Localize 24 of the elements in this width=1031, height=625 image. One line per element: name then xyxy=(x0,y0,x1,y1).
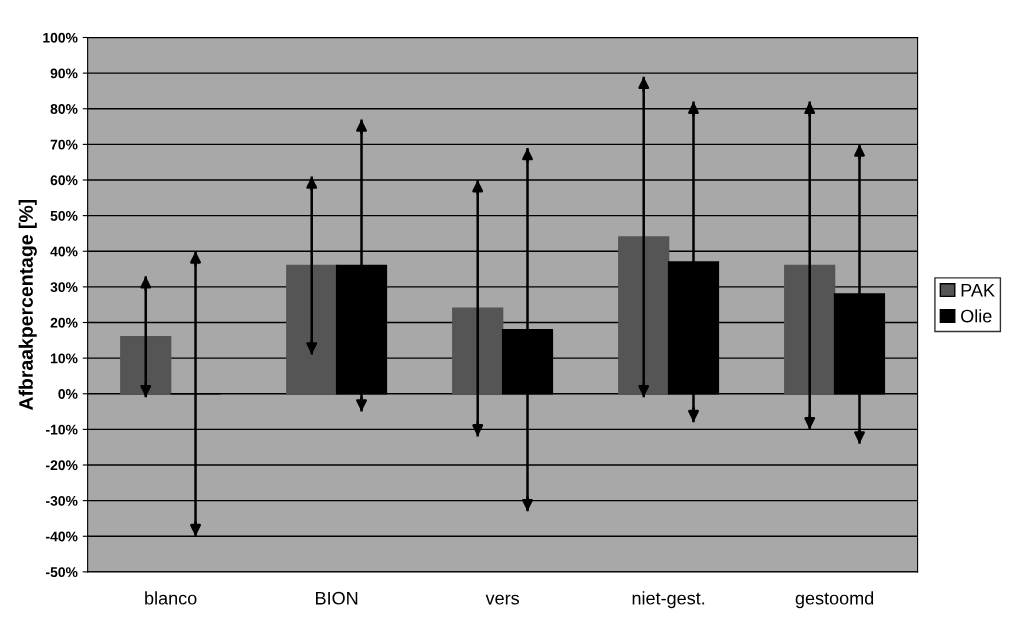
y-tick-label: -10% xyxy=(46,424,78,435)
y-tick-label: 100% xyxy=(43,32,78,43)
y-tick-label: 40% xyxy=(50,246,78,257)
x-tick-label: BION xyxy=(316,591,358,605)
y-tick-label: 90% xyxy=(50,68,78,79)
y-tick-label: 0% xyxy=(58,389,78,399)
y-tick-label: 80% xyxy=(50,104,78,114)
y-tick-label: -50% xyxy=(46,567,78,578)
legend-label: Olie xyxy=(961,309,992,323)
y-tick-label: 20% xyxy=(50,317,78,328)
y-axis-title: Afbraakpercentage [%] xyxy=(18,199,37,411)
y-tick-label: -40% xyxy=(46,531,78,542)
y-tick-label: -30% xyxy=(46,495,78,506)
y-tick-label: 70% xyxy=(50,139,78,150)
y-tick-label: 50% xyxy=(50,210,78,221)
x-tick-label: vers xyxy=(485,594,520,605)
x-tick-label: gestoomd xyxy=(795,591,874,609)
legend-label: PAK xyxy=(961,284,995,297)
y-tick-label: -20% xyxy=(46,460,78,471)
x-tick-label: niet-gest. xyxy=(632,591,705,609)
y-tick-label: 10% xyxy=(50,353,78,364)
y-tick-label: 30% xyxy=(50,282,78,293)
y-tick-label: 60% xyxy=(50,175,78,186)
x-tick-label: blanco xyxy=(145,591,197,605)
